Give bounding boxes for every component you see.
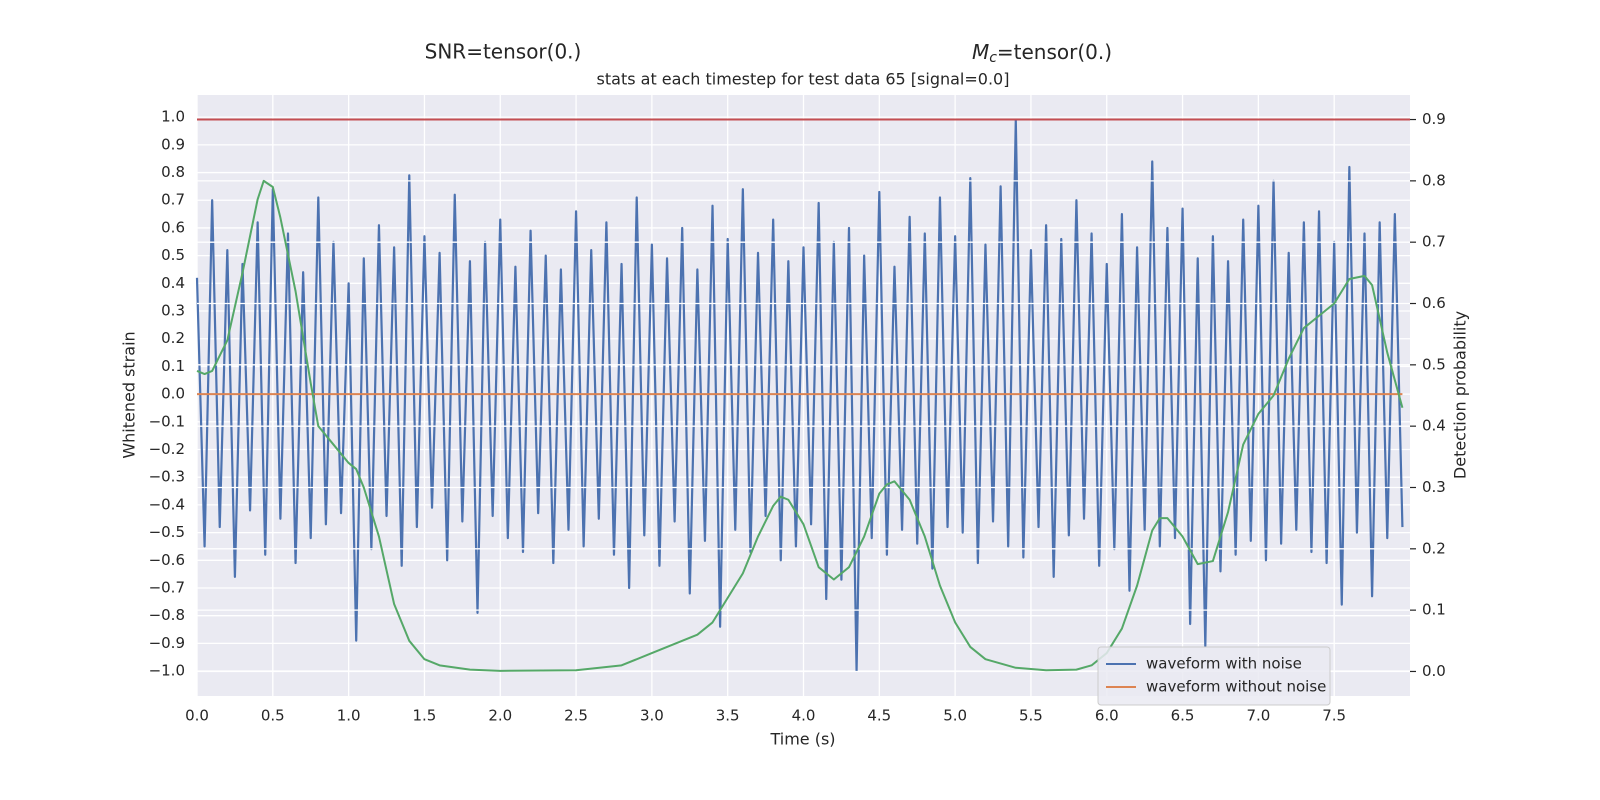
y-tick-label: 1.0 bbox=[161, 108, 185, 126]
y-tick-label: 0.3 bbox=[161, 302, 185, 320]
x-tick-label: 6.0 bbox=[1095, 707, 1119, 725]
y-tick-label: −0.3 bbox=[149, 468, 185, 486]
y-tick-label: −0.4 bbox=[149, 495, 185, 513]
x-tick-label: 4.0 bbox=[792, 707, 816, 725]
y2-tick-label: 0.4 bbox=[1422, 417, 1446, 435]
x-tick-label: 7.5 bbox=[1322, 707, 1346, 725]
x-axis-label: Time (s) bbox=[769, 730, 835, 749]
y-tick-label: −1.0 bbox=[149, 662, 185, 680]
annotation-subscript: c bbox=[989, 50, 997, 66]
y2-tick-label: 0.3 bbox=[1422, 478, 1446, 496]
series-line bbox=[196, 179, 1404, 672]
y-tick-label: 0.4 bbox=[161, 274, 185, 292]
legend-box bbox=[1097, 646, 1331, 706]
y2-tick-label: 0.7 bbox=[1422, 233, 1446, 251]
annotation-text: =tensor(0.) bbox=[997, 40, 1112, 64]
y2-axis-label: Detection probability bbox=[1451, 311, 1470, 479]
y-tick-label: −0.8 bbox=[149, 606, 185, 624]
x-tick-label: 5.0 bbox=[943, 707, 967, 725]
y2-tick-label: 0.1 bbox=[1422, 601, 1446, 619]
x-tick-label: 0.5 bbox=[261, 707, 285, 725]
x-tick-label: 0.0 bbox=[185, 707, 209, 725]
y-tick-label: 0.0 bbox=[161, 385, 185, 403]
y2-tick-label: 0.9 bbox=[1422, 110, 1446, 128]
x-tick-label: 6.5 bbox=[1171, 707, 1195, 725]
chart-title: stats at each timestep for test data 65 … bbox=[597, 70, 1010, 89]
x-tick-label: 2.0 bbox=[488, 707, 512, 725]
legend-label: waveform without noise bbox=[1146, 678, 1326, 696]
y2-tick-label: 0.5 bbox=[1422, 355, 1446, 373]
x-tick-label: 5.5 bbox=[1019, 707, 1043, 725]
y2-tick-label: 0.2 bbox=[1422, 539, 1446, 557]
y-tick-label: −0.2 bbox=[149, 440, 185, 458]
annotation: SNR=tensor(0.) bbox=[425, 40, 582, 64]
y-tick-label: 0.5 bbox=[161, 246, 185, 264]
x-tick-label: 4.5 bbox=[867, 707, 891, 725]
annotation: Mc=tensor(0.) bbox=[972, 40, 1112, 67]
x-tick-label: 7.0 bbox=[1246, 707, 1270, 725]
y-tick-label: −0.5 bbox=[149, 523, 185, 541]
y-tick-label: −0.6 bbox=[149, 551, 185, 569]
y-tick-label: −0.1 bbox=[149, 412, 185, 430]
legend-label: waveform with noise bbox=[1146, 655, 1302, 673]
y-tick-label: 0.9 bbox=[161, 135, 185, 153]
y-tick-label: 0.8 bbox=[161, 163, 185, 181]
x-tick-label: 3.0 bbox=[640, 707, 664, 725]
y-tick-label: −0.9 bbox=[149, 634, 185, 652]
y-tick-label: 0.1 bbox=[161, 357, 185, 375]
y2-tick-label: 0.0 bbox=[1422, 662, 1446, 680]
y2-tick-label: 0.6 bbox=[1422, 294, 1446, 312]
y-tick-label: 0.2 bbox=[161, 329, 185, 347]
series-line bbox=[195, 118, 1404, 673]
y-tick-label: 0.6 bbox=[161, 218, 185, 236]
x-tick-label: 3.5 bbox=[716, 707, 740, 725]
x-tick-label: 1.0 bbox=[337, 707, 361, 725]
x-tick-label: 1.5 bbox=[413, 707, 437, 725]
x-tick-label: 2.5 bbox=[564, 707, 588, 725]
y-axis-label: Whitened strain bbox=[120, 331, 139, 458]
legend: waveform with noise waveform without nois… bbox=[1097, 646, 1331, 706]
y-tick-label: −0.7 bbox=[149, 578, 185, 596]
y-tick-label: 0.7 bbox=[161, 191, 185, 209]
y2-tick-label: 0.8 bbox=[1422, 171, 1446, 189]
annotation-symbol: M bbox=[972, 40, 989, 64]
